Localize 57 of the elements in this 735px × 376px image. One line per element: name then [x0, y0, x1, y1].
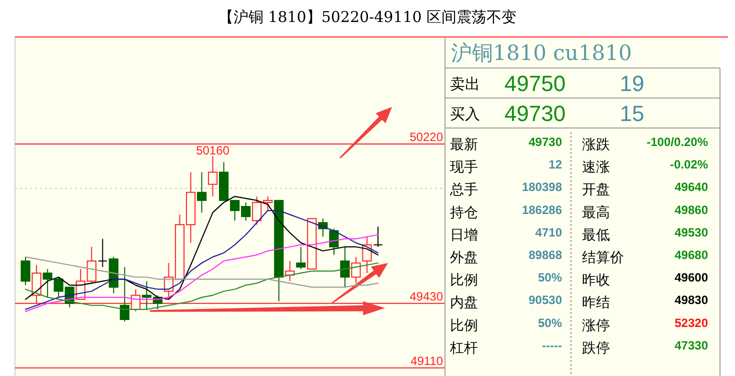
candlestick	[196, 172, 207, 214]
candlestick	[98, 238, 108, 268]
text: 49730	[504, 101, 566, 126]
chart-title: 【沪铜 1810】50220-49110 区间震荡不变	[218, 8, 517, 26]
text: 52320	[674, 316, 708, 330]
candlestick	[351, 256, 361, 284]
text: 开盘	[582, 181, 610, 198]
text: 昨结	[582, 294, 610, 310]
ref-line-label: 49430	[410, 289, 444, 304]
text: 50%	[538, 270, 562, 285]
text: 日增	[450, 226, 478, 242]
text: 12	[548, 158, 562, 172]
text: 49530	[674, 225, 708, 240]
text: 186286	[522, 202, 562, 217]
text: 180398	[522, 180, 562, 194]
text: 49830	[674, 293, 708, 308]
text: 49750	[504, 71, 566, 96]
text: 沪铜1810 cu1810	[451, 41, 632, 65]
text: 买入	[450, 106, 480, 123]
text: -----	[542, 338, 562, 352]
text: 比例	[450, 316, 478, 333]
candlestick	[208, 156, 218, 197]
ref-line-label: 49110	[410, 354, 444, 368]
text: -100/0.20%	[646, 135, 708, 149]
text: 50%	[538, 316, 562, 330]
text: 杠杆	[449, 339, 478, 356]
text: 49730	[528, 135, 562, 149]
text: 昨收	[582, 272, 610, 288]
text: 结算价	[582, 249, 624, 265]
text: 速涨	[582, 158, 610, 175]
text: 19	[620, 71, 644, 96]
text: 90530	[528, 293, 562, 308]
candlestick	[340, 246, 350, 288]
text: 涨停	[582, 316, 610, 333]
text: 49640	[674, 180, 708, 194]
text: 49600	[674, 270, 708, 285]
text: 49860	[674, 202, 708, 217]
text: 内盘	[450, 294, 478, 310]
text: 最高	[582, 204, 610, 220]
text: 4710	[535, 225, 562, 240]
ref-line-label: 50220	[410, 130, 444, 144]
text: 外盘	[450, 249, 478, 265]
text: 47330	[674, 338, 708, 352]
text: -0.02%	[670, 158, 708, 172]
text: 最低	[582, 226, 610, 242]
text: 持仓	[450, 204, 478, 220]
text: 15	[620, 101, 644, 126]
text: 89868	[528, 248, 562, 262]
text: 总手	[449, 181, 478, 198]
text: 最新	[450, 136, 478, 152]
text: 现手	[450, 158, 478, 175]
text: 卖出	[450, 76, 480, 93]
text: 49680	[674, 248, 708, 262]
text: 比例	[450, 272, 478, 288]
text: 跌停	[582, 339, 610, 356]
annotation: 50160	[196, 144, 230, 158]
text: 涨跌	[582, 136, 610, 152]
